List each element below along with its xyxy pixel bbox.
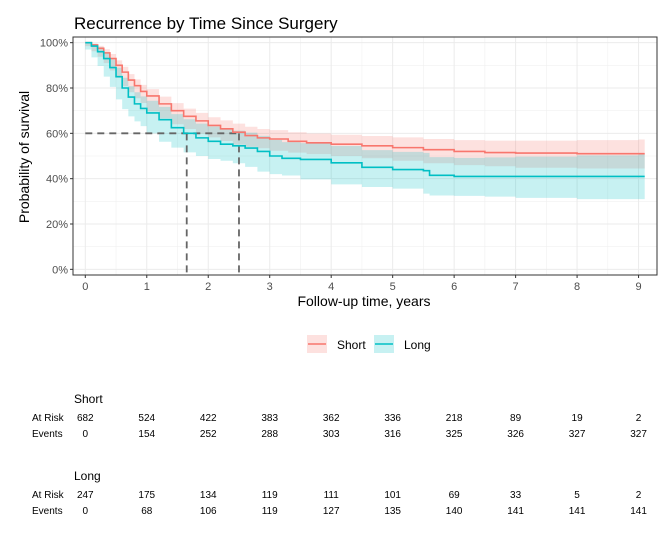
x-tick-label: 3 <box>267 281 273 293</box>
risk-table-at-risk-cell: 2 <box>636 413 642 424</box>
y-tick-label: 60% <box>46 128 68 140</box>
y-tick-label: 80% <box>46 83 68 95</box>
legend-item-long: Long <box>374 335 431 353</box>
risk-table-at-risk-cell: 69 <box>449 490 461 501</box>
risk-table-at-risk-cell: 119 <box>262 490 278 501</box>
risk-table-at-risk-cell: 383 <box>261 413 278 424</box>
risk-table-at-risk-cell: 33 <box>510 490 522 501</box>
risk-table-at-risk-cell: 175 <box>138 490 155 501</box>
legend-item-short: Short <box>307 335 366 353</box>
risk-table-at-risk-cell: 362 <box>323 413 340 424</box>
risk-table-events-cell: 0 <box>83 506 89 517</box>
confidence-band-long <box>85 42 645 200</box>
risk-table-at-risk-cell: 19 <box>572 413 584 424</box>
risk-table-row-label: At Risk <box>32 413 65 424</box>
risk-table-at-risk-cell: 101 <box>384 490 401 501</box>
y-tick-label: 0% <box>52 264 68 276</box>
risk-table-events-cell: 326 <box>507 429 524 440</box>
risk-table-events-cell: 141 <box>507 506 524 517</box>
risk-table-group-title: Long <box>74 469 101 483</box>
risk-table-at-risk-cell: 218 <box>446 413 463 424</box>
survival-curve-short <box>85 41 645 155</box>
risk-table-events-cell: 316 <box>384 429 401 440</box>
risk-table-at-risk-cell: 422 <box>200 413 217 424</box>
panel-border <box>72 36 658 276</box>
risk-table-events-cell: 0 <box>83 429 89 440</box>
risk-table-events-cell: 141 <box>630 506 647 517</box>
legend: Short Long <box>307 335 431 353</box>
risk-table-at-risk-cell: 247 <box>77 490 94 501</box>
risk-table-at-risk-cell: 134 <box>200 490 217 501</box>
risk-table-events-cell: 68 <box>141 506 153 517</box>
plot-panel: 0 1 2 3 4 5 6 7 8 9 0% 20% 40% 60% 80% 100% <box>40 36 658 293</box>
risk-table-events-cell: 327 <box>630 429 647 440</box>
risk-table-group-long: Long At Risk Events 247 0 175 68 134 106 119 119 11… <box>32 469 647 517</box>
risk-table-at-risk-cell: 5 <box>574 490 580 501</box>
risk-table-events-cell: 303 <box>323 429 340 440</box>
confidence-band-short <box>85 42 645 169</box>
risk-table-events-cell: 141 <box>569 506 586 517</box>
legend-label: Long <box>404 338 431 352</box>
risk-table-row-label: Events <box>32 429 63 440</box>
risk-table-at-risk-cell: 682 <box>77 413 94 424</box>
x-tick-label: 7 <box>513 281 519 293</box>
x-tick-label: 5 <box>390 281 396 293</box>
risk-table-at-risk-cell: 336 <box>384 413 401 424</box>
risk-table-events-cell: 119 <box>262 506 278 517</box>
risk-table-group-title: Short <box>74 392 103 406</box>
y-tick-label: 20% <box>46 219 68 231</box>
x-tick-label: 8 <box>574 281 580 293</box>
grid <box>73 37 657 275</box>
chart-title: Recurrence by Time Since Surgery <box>74 14 338 33</box>
risk-table-row-label: Events <box>32 506 63 517</box>
risk-table-group-short: Short At Risk Events 682 0 524 154 422 252 383 288… <box>32 392 647 440</box>
survival-curve-long <box>85 41 645 178</box>
risk-table-events-cell: 106 <box>200 506 217 517</box>
risk-table-events-cell: 135 <box>384 506 401 517</box>
x-tick-label: 4 <box>328 281 334 293</box>
risk-table-at-risk-cell: 524 <box>138 413 155 424</box>
risk-table-events-cell: 127 <box>323 506 340 517</box>
risk-table-events-cell: 327 <box>569 429 586 440</box>
x-tick-label: 9 <box>635 281 641 293</box>
risk-table-row-label: At Risk <box>32 490 65 501</box>
risk-table-events-cell: 140 <box>446 506 463 517</box>
risk-table-events-cell: 252 <box>200 429 217 440</box>
risk-table-events-cell: 325 <box>446 429 463 440</box>
x-tick-label: 0 <box>82 281 88 293</box>
x-axis-label: Follow-up time, years <box>297 293 430 309</box>
y-axis-label: Probability of survival <box>16 91 32 223</box>
risk-table-events-cell: 154 <box>138 429 155 440</box>
y-tick-label: 40% <box>46 174 68 186</box>
axes: 0 1 2 3 4 5 6 7 8 9 0% 20% 40% 60% 80% 100% <box>40 36 658 293</box>
risk-table-at-risk-cell: 2 <box>636 490 642 501</box>
legend-label: Short <box>337 338 366 352</box>
risk-table-events-cell: 288 <box>261 429 278 440</box>
x-tick-label: 1 <box>144 281 150 293</box>
median-reference <box>85 132 240 275</box>
y-tick-label: 100% <box>40 38 68 50</box>
risk-table-at-risk-cell: 111 <box>324 490 340 501</box>
x-tick-label: 6 <box>451 281 457 293</box>
risk-table-at-risk-cell: 89 <box>510 413 522 424</box>
x-tick-label: 2 <box>205 281 211 293</box>
